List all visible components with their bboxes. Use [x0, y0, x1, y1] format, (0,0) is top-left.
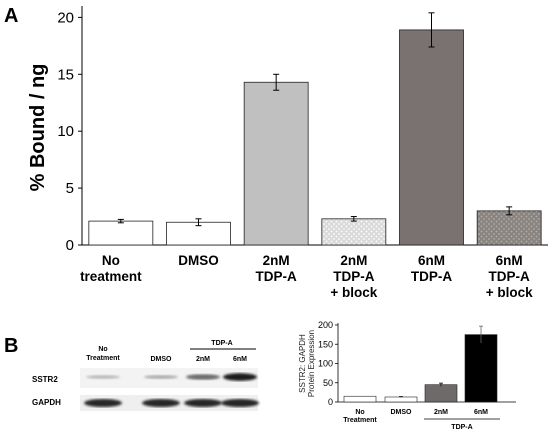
category-label: No treatment: [80, 253, 142, 284]
y-tick-label: 0: [66, 237, 74, 254]
chart-b: SSTR2: GAPDH Protein Expression TDP-A 0 5…: [298, 320, 516, 431]
y-axis-label-b-line2: Protein Expression: [307, 330, 316, 397]
bar-b: [464, 334, 498, 403]
lane-label: 6nM: [233, 356, 247, 363]
sstr2-band: [86, 375, 120, 379]
sstr2-band: [223, 373, 257, 381]
western-blot: SSTR2 GAPDH TDP-A No Treatment DMSO 2nM 6nM: [32, 340, 259, 411]
bar-b: [384, 396, 418, 403]
y-tick-label-b: 50: [323, 378, 333, 388]
category-label: 6nM TDP-A + block: [486, 253, 533, 300]
sstr2-band: [186, 374, 220, 380]
gapdh-band: [184, 399, 222, 407]
y-tick-label-b: 100: [318, 359, 333, 369]
gapdh-band: [84, 399, 122, 407]
y-axis-label-b-line1: SSTR2: GAPDH: [298, 334, 307, 393]
bar: [88, 220, 154, 246]
bar: [476, 210, 542, 246]
row-label-sstr2: SSTR2: [32, 375, 58, 384]
lane-label: No Treatment: [86, 346, 120, 362]
category-label-b: DMSO: [391, 409, 413, 416]
y-tick-label-b: 0: [328, 397, 333, 407]
category-label: 2nM TDP-A: [256, 253, 297, 284]
y-axis-label: % Bound / ng: [27, 64, 49, 192]
bar: [321, 218, 387, 246]
bar-b: [343, 395, 377, 403]
lane-label: DMSO: [151, 356, 173, 363]
y-tick-label: 5: [66, 180, 74, 197]
gapdh-band: [142, 399, 180, 407]
category-label: 6nM TDP-A: [411, 253, 452, 284]
y-tick-label: 20: [57, 9, 74, 26]
row-label-gapdh: GAPDH: [32, 398, 61, 407]
lane-label: 2nM: [196, 356, 210, 363]
category-label-b: 2nM: [434, 409, 448, 416]
panel-b-label: B: [4, 335, 18, 357]
y-tick-label: 15: [57, 66, 74, 83]
chart-b-group-label: TDP-A: [451, 424, 472, 431]
panel-a-label: A: [4, 5, 18, 27]
category-label: DMSO: [178, 253, 219, 268]
category-label-b: No Treatment: [343, 409, 377, 424]
y-tick-label: 10: [57, 123, 74, 140]
gapdh-band: [221, 399, 259, 407]
bar-b: [424, 384, 458, 403]
blot-group-label: TDP-A: [211, 340, 232, 347]
bar: [399, 29, 464, 246]
y-tick-label-b: 150: [318, 339, 333, 349]
chart-a: % Bound / ng 0 5 10 15 20 No treatment DMSO 2nM T…: [27, 6, 548, 300]
sstr2-band: [144, 375, 178, 379]
category-label: 2nM TDP-A + block: [330, 253, 377, 300]
category-label-b: 6nM: [474, 409, 488, 416]
y-tick-label-b: 200: [318, 320, 333, 330]
bar: [243, 81, 309, 246]
